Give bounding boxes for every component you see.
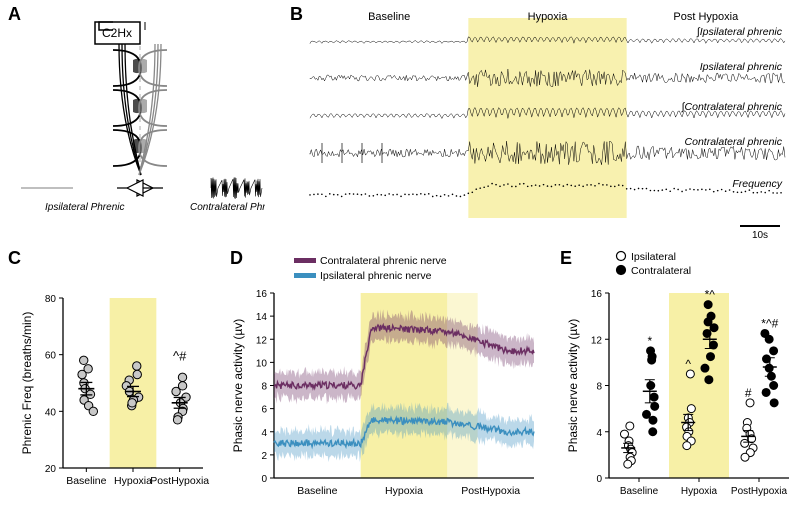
svg-text:40: 40 [45,407,57,418]
svg-text:Baseline: Baseline [297,485,337,497]
panel-d-timeseries: 0 2 4 6 8 10 12 14 16 Phasic nerve activity (µv) C… [230,250,550,510]
svg-text:8: 8 [261,382,267,393]
svg-text:Contralateral Phrenic: Contralateral Phrenic [190,202,265,213]
svg-text:8: 8 [596,382,602,393]
svg-text:2: 2 [261,451,267,462]
panel-b-traces: Baseline Hypoxia Post Hypoxia ∫Ipsilateral … [300,8,795,243]
svg-text:Phasic nerve activity (µv): Phasic nerve activity (µv) [566,319,580,453]
svg-text:PostHypoxia: PostHypoxia [461,485,520,497]
svg-text:Contralateral phrenic: Contralateral phrenic [685,136,783,148]
svg-text:*^#: *^# [761,316,778,330]
panel-a-diagram: C2Hx Ipsilateral Phrenic Contralateral Phr… [15,10,265,240]
svg-text:Post Hypoxia: Post Hypoxia [673,11,739,23]
svg-text:12: 12 [256,335,268,346]
svg-text:∫Contralateral phrenic: ∫Contralateral phrenic [681,101,783,113]
svg-text:Frequency: Frequency [732,178,782,190]
svg-text:Ipsilateral phrenic: Ipsilateral phrenic [700,61,783,73]
svg-text:20: 20 [45,464,57,475]
svg-text:#: # [745,386,752,400]
svg-text:C2Hx: C2Hx [102,26,132,40]
svg-text:80: 80 [45,294,57,305]
svg-text:Baseline: Baseline [620,486,659,497]
svg-text:0: 0 [596,474,602,485]
svg-text:Phasic nerve activity (µv): Phasic nerve activity (µv) [231,319,245,453]
svg-text:*: * [647,334,652,348]
svg-text:10: 10 [256,358,268,369]
svg-text:Ipsilateral Phrenic: Ipsilateral Phrenic [45,202,124,213]
svg-text:4: 4 [596,428,602,439]
panel-c-scatter: 20 40 60 80 Phrenic Freq (breaths/min) Baseli… [15,258,215,508]
svg-text:12: 12 [591,335,603,346]
svg-text:6: 6 [261,405,267,416]
svg-text:Baseline: Baseline [368,11,410,23]
svg-text:60: 60 [45,351,57,362]
panel-e-scatter: 0 4 8 12 16 Phasic nerve activity (µv) Ipsilat… [565,250,800,510]
svg-text:^#: ^# [173,348,187,363]
svg-text:14: 14 [256,312,268,323]
svg-text:Hypoxia: Hypoxia [385,485,423,497]
svg-text:Hypoxia: Hypoxia [114,475,152,487]
svg-text:10s: 10s [752,230,768,241]
svg-text:Contralateral: Contralateral [631,265,691,277]
svg-text:Hypoxia: Hypoxia [681,486,718,497]
svg-text:Baseline: Baseline [66,475,106,487]
svg-text:Ipsilateral: Ipsilateral [631,251,676,263]
svg-text:*^: *^ [705,288,716,302]
svg-text:4: 4 [261,428,267,439]
svg-text:0: 0 [261,474,267,485]
svg-text:Hypoxia: Hypoxia [528,11,569,23]
svg-text:Contralateral phrenic nerve: Contralateral phrenic nerve [320,255,447,267]
svg-text:Phrenic Freq (breaths/min): Phrenic Freq (breaths/min) [20,312,34,455]
svg-text:16: 16 [256,289,268,300]
svg-text:PostHypoxia: PostHypoxia [150,475,209,487]
svg-text:^: ^ [685,357,691,371]
svg-text:PostHypoxia: PostHypoxia [731,486,788,497]
svg-text:Ipsilateral phrenic nerve: Ipsilateral phrenic nerve [320,270,432,282]
svg-text:16: 16 [591,289,603,300]
svg-text:∫Ipsilateral phrenic: ∫Ipsilateral phrenic [696,26,783,38]
